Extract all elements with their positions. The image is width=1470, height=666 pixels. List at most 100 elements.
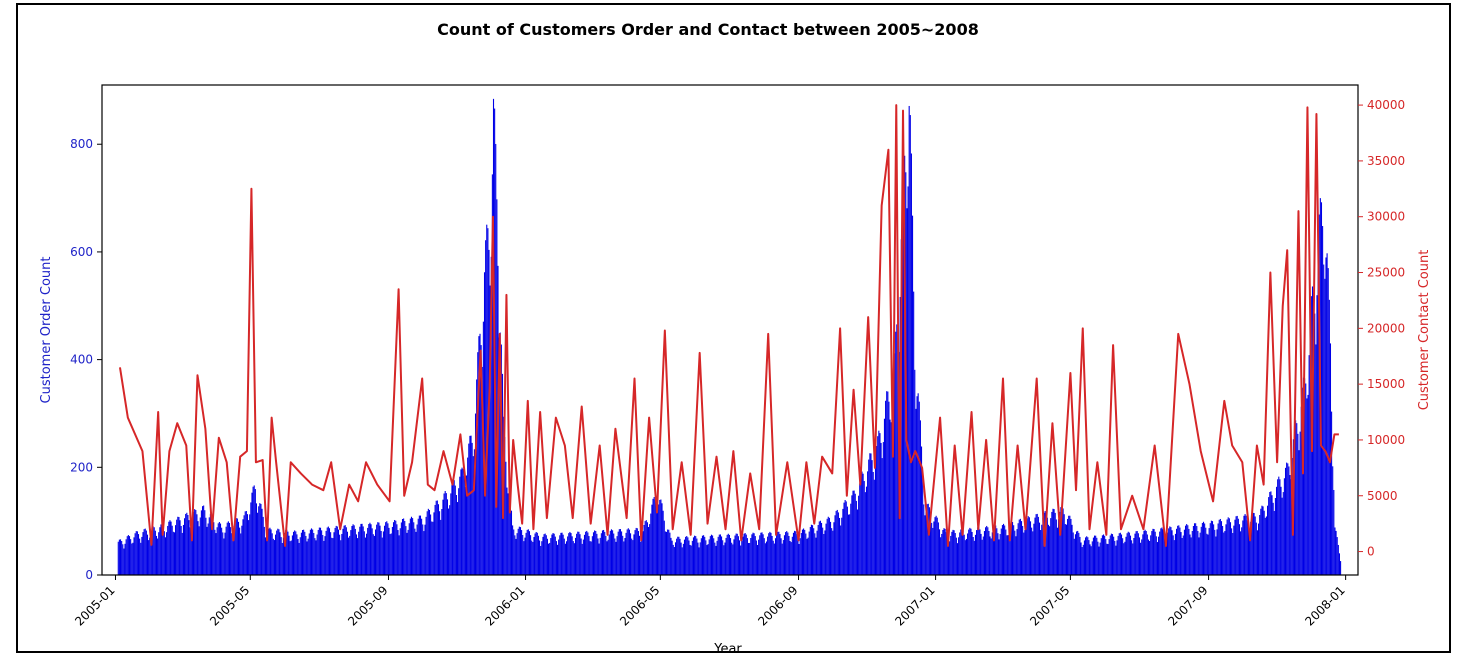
order-bar xyxy=(954,533,956,575)
order-bar xyxy=(700,538,702,575)
order-bar xyxy=(716,540,718,575)
order-bar xyxy=(698,547,700,575)
order-bar xyxy=(912,215,914,575)
order-bar xyxy=(1014,530,1016,575)
order-bar xyxy=(790,542,792,575)
order-bar xyxy=(1002,523,1005,575)
order-bar xyxy=(272,538,274,575)
order-bar xyxy=(368,524,370,575)
order-bar xyxy=(580,538,582,575)
order-bar xyxy=(1083,540,1085,575)
order-bar xyxy=(543,534,545,575)
order-bar xyxy=(1318,214,1320,575)
order-bar xyxy=(735,533,737,575)
order-bar xyxy=(1238,524,1241,575)
order-bar xyxy=(1110,533,1112,575)
order-bar xyxy=(353,525,355,575)
order-bar xyxy=(746,538,748,575)
order-bar xyxy=(1284,467,1287,575)
order-bar xyxy=(1160,528,1162,575)
order-bar xyxy=(1233,525,1235,575)
order-bar xyxy=(1052,508,1054,575)
order-bar xyxy=(399,528,401,575)
order-bar xyxy=(1270,491,1272,575)
order-bar xyxy=(754,536,756,575)
order-bar xyxy=(778,531,780,575)
right-y-tick-label: 25000 xyxy=(1367,266,1405,280)
order-bar xyxy=(300,532,302,575)
order-bar xyxy=(1105,539,1107,575)
order-bar xyxy=(1245,515,1247,575)
order-bar xyxy=(370,524,372,575)
order-bar xyxy=(772,540,774,575)
order-bar xyxy=(260,503,262,575)
order-bar xyxy=(319,527,322,575)
order-bar xyxy=(656,511,659,575)
order-bar xyxy=(986,525,988,575)
order-bar xyxy=(194,509,196,575)
right-y-tick-label: 15000 xyxy=(1367,377,1405,391)
order-bar xyxy=(1009,523,1011,575)
order-bar xyxy=(1158,536,1160,575)
order-bar xyxy=(703,535,705,575)
order-bar xyxy=(332,538,334,575)
order-bar xyxy=(881,458,883,575)
order-bar xyxy=(1093,535,1096,575)
order-bar xyxy=(535,531,537,575)
order-bar xyxy=(175,525,177,575)
order-bar xyxy=(441,509,443,575)
order-bar xyxy=(1325,257,1327,575)
order-bar xyxy=(1253,512,1255,575)
order-bar xyxy=(121,541,123,575)
order-bar xyxy=(1132,543,1134,575)
order-bar xyxy=(841,517,843,575)
order-bar xyxy=(190,525,192,575)
order-bar xyxy=(827,516,829,575)
order-bar xyxy=(927,503,929,575)
order-bar xyxy=(867,471,869,575)
order-bar xyxy=(879,433,881,575)
order-bar xyxy=(212,516,214,575)
order-bar xyxy=(1023,532,1025,575)
order-bar xyxy=(530,535,532,575)
order-bar xyxy=(481,366,483,575)
order-bar xyxy=(216,527,218,575)
order-bar xyxy=(1317,248,1319,575)
order-bar xyxy=(1096,537,1098,575)
order-bar xyxy=(1251,515,1253,575)
order-bar xyxy=(486,224,488,575)
order-bar xyxy=(155,535,158,575)
order-bar xyxy=(1064,524,1066,575)
order-bar xyxy=(334,527,336,575)
order-bar xyxy=(1061,505,1063,575)
order-bar xyxy=(1142,534,1144,575)
order-bar xyxy=(901,191,903,575)
order-bar xyxy=(450,493,452,575)
order-bar xyxy=(328,528,331,575)
order-bar xyxy=(253,485,255,575)
order-bar xyxy=(562,534,564,575)
order-bar xyxy=(457,502,459,575)
order-bar xyxy=(339,534,341,575)
x-tick-label: 2005-09 xyxy=(345,583,390,628)
order-bar xyxy=(209,513,211,575)
order-bar xyxy=(1042,517,1044,575)
order-bar xyxy=(634,530,636,575)
order-bar xyxy=(242,519,244,575)
order-bar xyxy=(330,532,332,575)
order-bar xyxy=(564,543,566,575)
order-bar xyxy=(282,537,284,575)
order-bar xyxy=(579,534,581,575)
order-bar xyxy=(936,517,938,575)
order-bar xyxy=(1038,522,1041,575)
order-bar xyxy=(244,511,246,575)
left-y-tick-label: 800 xyxy=(70,137,93,151)
order-bar xyxy=(1069,515,1071,575)
order-bar xyxy=(1200,526,1202,575)
order-bar xyxy=(1122,538,1124,575)
order-bar xyxy=(803,528,805,575)
order-bar xyxy=(1133,537,1135,575)
order-bar xyxy=(1117,535,1119,575)
order-bar xyxy=(727,533,729,575)
order-bar xyxy=(642,531,644,575)
